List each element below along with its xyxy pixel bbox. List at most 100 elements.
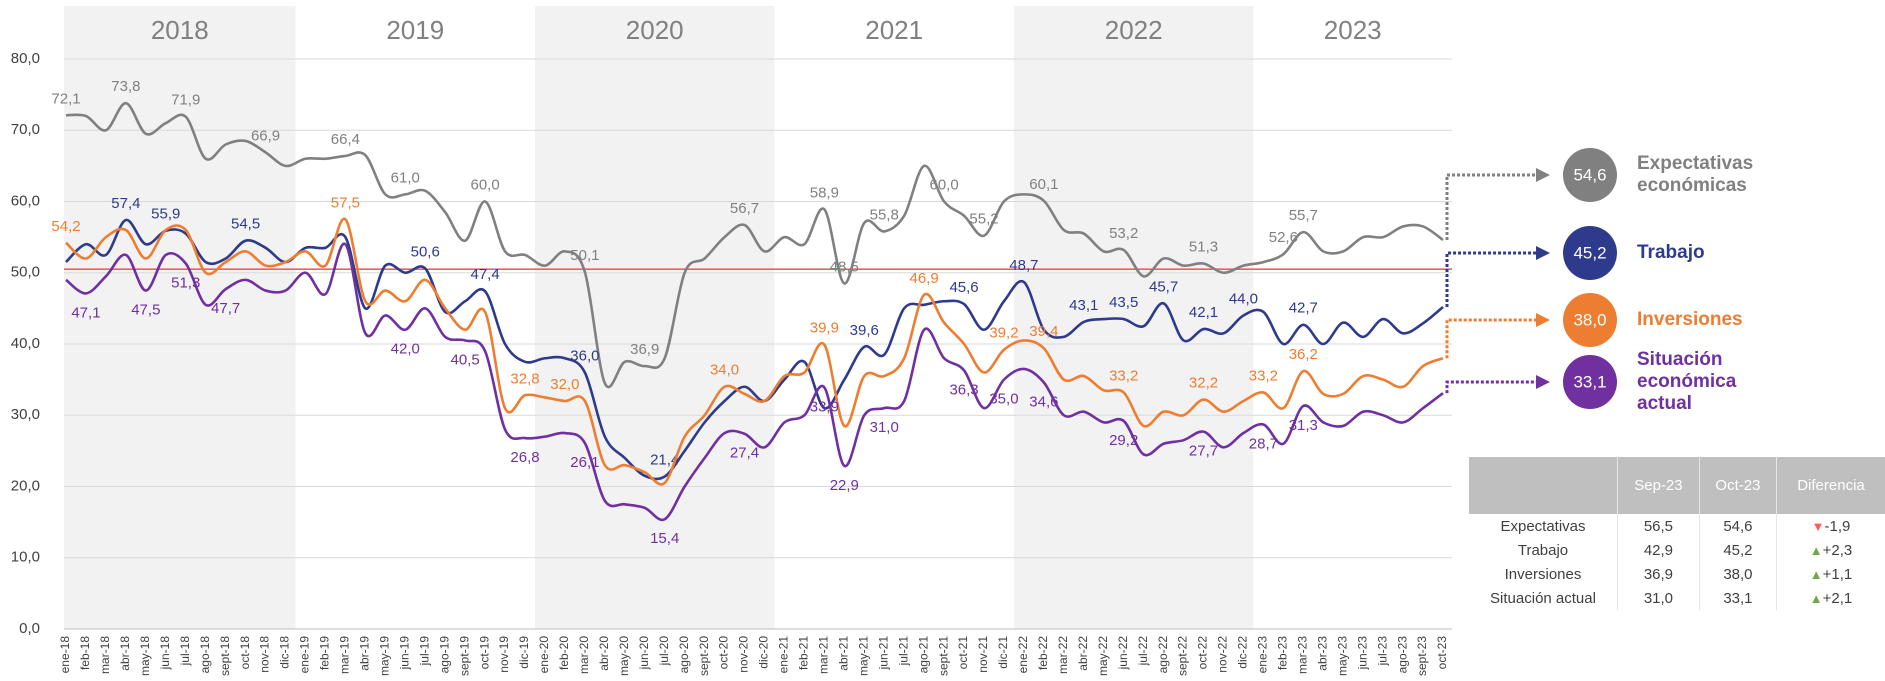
- row-label: Expectativas: [1500, 517, 1586, 535]
- x-tick-label: oct-23: [1435, 636, 1449, 670]
- x-tick-label: abr-23: [1315, 636, 1329, 671]
- value-label: 32,8: [510, 370, 539, 387]
- value-label: 66,9: [251, 127, 280, 144]
- value-label: 21,4: [650, 451, 679, 468]
- x-tick-label: may-22: [1096, 636, 1110, 676]
- value-label: 52,6: [1269, 229, 1298, 246]
- x-tick-label: mar-22: [1056, 636, 1070, 674]
- year-label: 2018: [151, 15, 209, 45]
- x-tick-label: mar-21: [817, 636, 831, 674]
- y-tick-label: 70,0: [11, 121, 40, 138]
- value-label: 46,9: [910, 270, 939, 287]
- value-label: 73,8: [111, 78, 140, 95]
- x-tick-label: feb-20: [557, 636, 571, 670]
- x-tick-label: may-19: [377, 636, 391, 676]
- x-tick-label: dic-19: [517, 636, 531, 669]
- value-label: 45,7: [1149, 278, 1178, 295]
- x-tick-label: oct-19: [477, 636, 491, 670]
- legend-bubble: [1563, 226, 1617, 280]
- table-cell: 38,0: [1698, 562, 1777, 586]
- legend-arrow: [1536, 168, 1550, 182]
- value-label: 55,9: [151, 206, 180, 223]
- year-label: 2020: [626, 15, 684, 45]
- diff-cell: ▲+2,1: [1775, 586, 1885, 610]
- value-label: 47,1: [71, 304, 100, 321]
- value-label: 53,2: [1109, 225, 1138, 242]
- x-tick-label: ene-23: [1256, 636, 1270, 674]
- x-tick-label: feb-18: [78, 636, 92, 670]
- table-cell: 56,5: [1617, 514, 1700, 538]
- diff-cell: ▲+1,1: [1775, 562, 1885, 586]
- x-tick-label: ago-20: [677, 636, 691, 674]
- value-label: 27,4: [730, 445, 759, 462]
- value-label: 42,1: [1189, 304, 1218, 321]
- diff-value: +1,1: [1822, 565, 1853, 583]
- legend-name: Expectativas económicas: [1637, 153, 1754, 196]
- x-tick-label: ene-22: [1016, 636, 1030, 674]
- table-cell: 42,9: [1617, 538, 1700, 562]
- y-tick-label: 20,0: [11, 477, 40, 494]
- year-band: [64, 6, 296, 629]
- value-label: 48,7: [1009, 257, 1038, 274]
- row-label: Trabajo: [1517, 541, 1569, 559]
- x-tick-label: mar-18: [98, 636, 112, 674]
- diff-value: +2,3: [1822, 541, 1853, 559]
- value-label: 33,9: [810, 398, 839, 415]
- value-label: 22,9: [830, 477, 859, 494]
- value-label: 26,8: [510, 449, 539, 466]
- diff-cell: ▼-1,9: [1775, 514, 1885, 538]
- x-tick-label: ago-23: [1395, 636, 1409, 674]
- legend-name: Trabajo: [1637, 242, 1705, 263]
- value-label: 15,4: [650, 530, 679, 547]
- value-label: 58,9: [810, 184, 839, 201]
- value-label: 56,7: [730, 200, 759, 217]
- value-label: 54,2: [51, 218, 80, 235]
- value-label: 47,7: [211, 300, 240, 317]
- x-tick-label: may-23: [1335, 636, 1349, 676]
- x-tick-label: nov-18: [258, 636, 272, 673]
- value-label: 43,1: [1069, 297, 1098, 314]
- series-line: [65, 242, 1444, 522]
- x-tick-label: sept-21: [936, 636, 950, 676]
- year-band: [1013, 6, 1254, 629]
- year-band: [534, 6, 775, 629]
- x-tick-label: jul-18: [178, 636, 192, 667]
- value-label: 27,7: [1189, 443, 1218, 460]
- x-tick-label: abr-20: [597, 636, 611, 671]
- table-row: Expectativas 56,5 54,6 ▼-1,9: [1469, 514, 1885, 538]
- x-tick-label: dic-22: [1236, 636, 1250, 669]
- value-label: 43,5: [1109, 294, 1138, 311]
- y-tick-label: 40,0: [11, 335, 40, 352]
- row-label: Inversiones: [1504, 565, 1582, 583]
- value-label: 50,1: [570, 247, 599, 264]
- x-tick-label: dic-18: [278, 636, 292, 669]
- x-tick-label: sept-19: [457, 636, 471, 676]
- value-label: 60,0: [470, 176, 499, 193]
- x-tick-label: nov-19: [497, 636, 511, 673]
- value-label: 33,2: [1109, 367, 1138, 384]
- table-corner: [1469, 457, 1618, 514]
- value-label: 31,0: [870, 419, 899, 436]
- x-tick-label: sept-23: [1415, 636, 1429, 676]
- x-tick-label: mar-20: [577, 636, 591, 674]
- x-tick-label: feb-19: [318, 636, 332, 670]
- legend-connector: [1445, 251, 1538, 307]
- value-label: 36,9: [630, 341, 659, 358]
- x-tick-label: mar-19: [338, 636, 352, 674]
- x-tick-label: dic-20: [757, 636, 771, 669]
- y-tick-label: 80,0: [11, 50, 40, 67]
- table-cell: 45,2: [1698, 538, 1777, 562]
- x-tick-label: nov-21: [976, 636, 990, 673]
- series-line: [65, 101, 1444, 388]
- x-tick-label: ago-18: [198, 636, 212, 674]
- y-tick-label: 30,0: [11, 406, 40, 423]
- x-tick-label: jun-22: [1116, 636, 1130, 671]
- value-label: 33,2: [1249, 367, 1278, 384]
- x-tick-label: sept-22: [1176, 636, 1190, 676]
- value-label: 51,3: [171, 274, 200, 291]
- x-tick-label: feb-23: [1276, 636, 1290, 670]
- year-label: 2022: [1105, 15, 1163, 45]
- x-tick-label: abr-19: [358, 636, 372, 671]
